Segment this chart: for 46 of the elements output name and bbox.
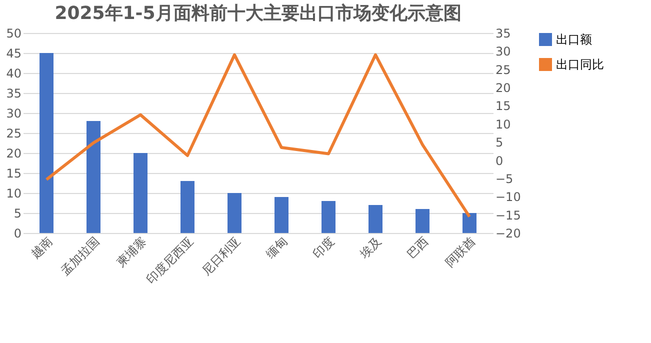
y2-tick-label: 25 [496,62,511,77]
y2-tick-label: 5 [496,136,504,150]
y-tick-label: 35 [6,86,22,100]
y-tick-label: 50 [6,26,22,40]
y-tick-label: 5 [14,206,22,220]
bar [40,53,54,233]
bar [416,209,430,233]
bar [228,193,242,233]
y2-tick-label: 10 [496,117,511,132]
x-tick-label: 越南 [28,234,55,261]
x-tick-label: 埃及 [356,234,384,262]
x-tick-label: 尼日利亚 [199,234,243,278]
bar [322,201,336,233]
y-tick-label: 25 [6,126,22,140]
bar [368,205,382,233]
bar [86,121,100,233]
y-tick-label: 15 [6,166,22,180]
x-tick-label: 缅甸 [263,234,290,261]
y2-tick-label: 30 [496,44,511,59]
y-tick-label: 30 [6,106,22,120]
bar [180,181,194,233]
legend-label: 出口额 [556,32,592,46]
y-tick-label: 40 [6,66,22,80]
bar [274,197,288,233]
x-tick-label: 阿联酋 [442,234,478,270]
y-tick-label: 0 [14,226,22,240]
bar [462,213,476,233]
y2-tick-label: −5 [496,172,514,186]
y2-tick-label: 15 [496,99,511,114]
x-tick-label: 柬埔寨 [114,234,149,270]
x-tick-label: 巴西 [404,234,431,261]
bar [134,153,148,233]
x-tick-label: 印度 [310,234,337,261]
legend-label: 出口同比 [556,58,604,72]
y-tick-label: 20 [6,146,22,160]
y-tick-label: 10 [6,186,22,200]
y2-tick-label: 35 [496,26,511,40]
chart-title: 2025年1-5月面料前十大主要出口市场变化示意图 [54,3,462,24]
y2-tick-label: 0 [496,154,504,168]
line-series [45,53,471,218]
y-tick-label: 45 [6,46,22,60]
y2-tick-label: −10 [496,190,521,204]
x-tick-label: 孟加拉国 [58,234,102,278]
y2-tick-label: 20 [496,81,511,96]
y2-tick-label: −15 [496,208,521,222]
y2-tick-label: −20 [496,226,521,240]
